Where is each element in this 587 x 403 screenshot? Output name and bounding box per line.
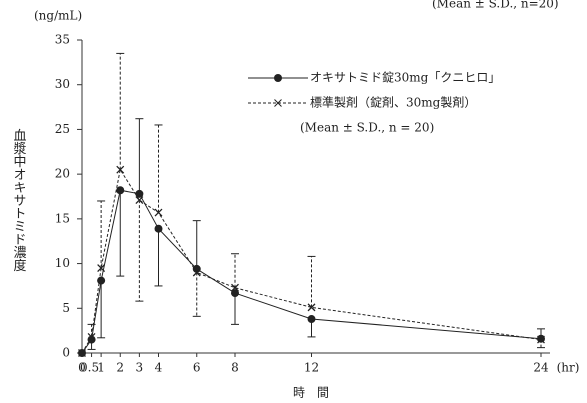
y-tick-label: 35	[55, 33, 70, 47]
point	[87, 335, 96, 344]
x-axis-title: 時 間	[293, 386, 329, 400]
y-tick-label: 5	[62, 301, 70, 315]
y-tick-label: 20	[55, 167, 70, 181]
point	[154, 208, 163, 217]
x-tick-label: 12	[304, 361, 319, 375]
series-line	[81, 189, 542, 354]
legend-marker	[274, 74, 282, 82]
x-tick-label: 3	[136, 361, 144, 375]
x-tick-label: 6	[193, 361, 201, 375]
point	[135, 196, 144, 205]
point	[116, 186, 125, 195]
legend-label: 標準製剤（錠剤、30mg製剤）	[310, 95, 476, 110]
point	[231, 283, 239, 292]
point	[231, 289, 239, 298]
header-note: (Mean ± S.D., n=20)	[432, 0, 559, 11]
y-tick-label: 30	[55, 77, 70, 91]
x-tick-label: 0	[78, 361, 86, 375]
x-tick-label: 8	[231, 361, 239, 375]
x-tick-label: 24	[533, 361, 549, 375]
point	[87, 332, 96, 341]
point	[537, 335, 545, 344]
point	[97, 276, 106, 285]
y-axis-title: 血漿中オキサトミド濃度	[11, 129, 27, 272]
point	[97, 264, 106, 273]
point	[135, 189, 144, 198]
x-unit: (hr)	[557, 361, 580, 375]
x-tick-label: 1	[97, 361, 105, 375]
y-tick-label: 10	[55, 256, 70, 270]
x-tick-label: 2	[116, 361, 124, 375]
legend-label: オキサトミド錠30mg「クニヒロ」	[310, 70, 500, 85]
y-tick-label: 25	[55, 122, 70, 136]
point	[307, 315, 316, 324]
y-unit: (ng/mL)	[34, 9, 82, 23]
point	[192, 268, 201, 277]
x-tick-label: 0.5	[80, 361, 99, 375]
legend-note: (Mean ± S.D., n = 20)	[300, 121, 434, 135]
y-tick-label: 15	[55, 211, 70, 225]
point	[154, 224, 163, 233]
point	[78, 349, 86, 357]
series-line	[81, 168, 542, 354]
point	[307, 303, 316, 312]
point	[116, 165, 125, 174]
legend-marker	[274, 99, 282, 107]
y-tick-label: 0	[62, 346, 70, 360]
x-tick-label: 4	[155, 361, 163, 375]
